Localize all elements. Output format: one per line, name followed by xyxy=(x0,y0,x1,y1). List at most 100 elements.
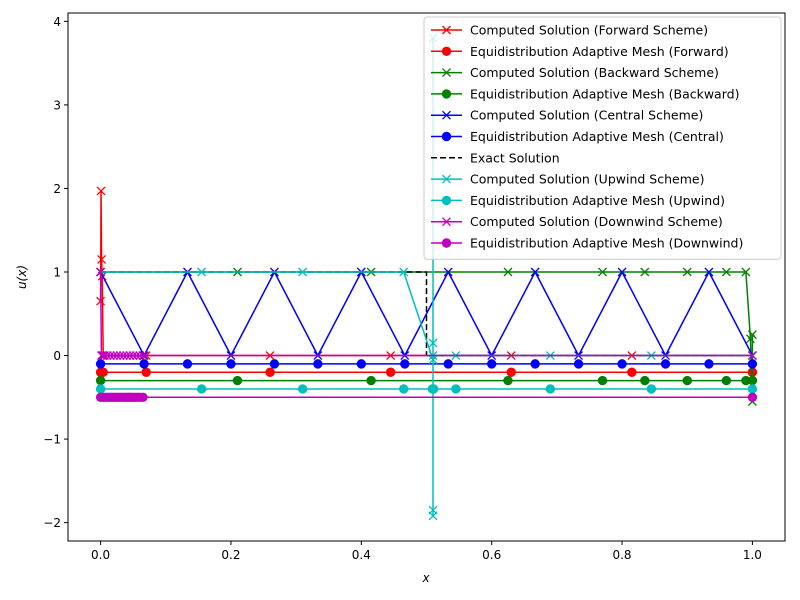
series-equidistribution-adaptive-mesh-downwind xyxy=(95,392,758,403)
data-point xyxy=(598,267,607,277)
data-point xyxy=(486,359,497,369)
data-point xyxy=(640,375,650,386)
data-point xyxy=(682,375,692,386)
legend-entry: Computed Solution (Upwind Scheme) xyxy=(431,172,704,187)
data-point xyxy=(428,355,438,365)
legend-marker xyxy=(441,89,452,99)
data-point xyxy=(297,384,308,394)
data-point xyxy=(232,375,243,386)
data-point xyxy=(617,359,627,369)
y-tick-label: −2 xyxy=(43,516,61,530)
data-point xyxy=(428,338,438,348)
series-line-computed-solution-central-scheme xyxy=(99,271,754,357)
x-tick-label: 0.6 xyxy=(482,548,501,562)
data-point xyxy=(96,186,106,196)
data-point xyxy=(503,375,513,386)
data-point xyxy=(747,351,757,360)
data-point xyxy=(226,359,236,369)
data-point xyxy=(138,351,148,360)
data-point xyxy=(298,267,308,277)
legend-label: Computed Solution (Downwind Scheme) xyxy=(470,214,723,229)
x-tick-label: 0.2 xyxy=(221,548,240,562)
data-point xyxy=(704,267,714,277)
data-point xyxy=(400,359,410,369)
y-tick-label: 0 xyxy=(53,349,61,363)
legend-marker xyxy=(441,46,452,56)
data-point xyxy=(660,359,671,369)
data-point xyxy=(627,367,637,377)
legend-label: Computed Solution (Backward Scheme) xyxy=(470,65,719,80)
data-point xyxy=(139,359,149,369)
data-point xyxy=(112,351,122,360)
legend-marker xyxy=(442,25,451,35)
legend-entry: Equidistribution Adaptive Mesh (Central) xyxy=(431,129,724,144)
legend: Computed Solution (Forward Scheme) Equidi… xyxy=(423,16,782,260)
y-tick-label: 1 xyxy=(53,265,61,279)
data-point xyxy=(597,375,608,386)
legend-marker xyxy=(442,68,451,78)
y-tick-label: 3 xyxy=(53,98,61,112)
data-point xyxy=(109,351,119,360)
legend-label: Equidistribution Adaptive Mesh (Upwind) xyxy=(470,193,725,208)
data-point xyxy=(747,375,758,386)
legend-marker xyxy=(442,217,451,227)
series-equidistribution-adaptive-mesh-forward xyxy=(95,367,758,377)
data-point xyxy=(122,351,132,360)
data-point xyxy=(747,392,758,403)
data-point xyxy=(95,384,106,394)
y-axis-label: u(x) xyxy=(15,265,29,289)
data-point xyxy=(118,351,128,360)
series-equidistribution-adaptive-mesh-backward xyxy=(95,375,758,386)
data-point xyxy=(96,267,106,277)
legend-marker xyxy=(441,238,452,248)
data-point xyxy=(451,384,461,394)
data-point xyxy=(747,330,757,340)
data-point xyxy=(503,267,513,277)
legend-label: Equidistribution Adaptive Mesh (Forward) xyxy=(470,44,729,59)
x-tick-label: 0.0 xyxy=(91,548,110,562)
data-point xyxy=(617,267,627,277)
legend-label: Computed Solution (Upwind Scheme) xyxy=(470,172,704,187)
legend-marker xyxy=(442,110,451,120)
data-point xyxy=(506,367,516,377)
data-point xyxy=(682,267,692,277)
legend-entry: Equidistribution Adaptive Mesh (Upwind) xyxy=(431,193,725,208)
legend-label: Computed Solution (Forward Scheme) xyxy=(470,23,708,38)
legend-entry: Equidistribution Adaptive Mesh (Forward) xyxy=(431,44,729,59)
y-axis: −2 −1 0 1 2 3 4 xyxy=(43,15,68,530)
plot-frame xyxy=(67,12,786,542)
legend-label: Equidistribution Adaptive Mesh (Downwind… xyxy=(470,236,743,251)
data-point xyxy=(646,384,657,394)
data-point xyxy=(115,351,125,360)
series-equidistribution-adaptive-mesh-upwind xyxy=(95,384,758,394)
data-point xyxy=(182,359,193,369)
data-point xyxy=(443,359,453,369)
data-point xyxy=(135,351,145,360)
data-point xyxy=(265,367,275,377)
data-point xyxy=(95,359,106,369)
data-point xyxy=(138,392,148,403)
x-tick-label: 0.4 xyxy=(352,548,371,562)
series-equidistribution-adaptive-mesh-central xyxy=(95,359,758,369)
data-point xyxy=(428,511,438,521)
data-point xyxy=(313,359,323,369)
data-point xyxy=(269,359,280,369)
legend-entry: Computed Solution (Downwind Scheme) xyxy=(431,214,723,229)
x-axis-label: x xyxy=(421,571,430,585)
data-point xyxy=(197,267,207,277)
data-point xyxy=(385,367,396,377)
legend-label: Equidistribution Adaptive Mesh (Backward… xyxy=(470,86,739,101)
x-axis: 0.0 0.2 0.4 0.6 0.8 1.0 xyxy=(91,541,762,562)
data-point xyxy=(95,375,106,386)
data-point xyxy=(721,375,732,386)
data-point xyxy=(747,359,758,369)
data-point xyxy=(640,267,650,277)
data-point xyxy=(356,359,367,369)
data-point xyxy=(721,267,731,277)
data-point xyxy=(196,384,207,394)
data-point xyxy=(125,351,135,360)
data-point xyxy=(443,267,453,277)
data-point xyxy=(98,367,108,377)
y-tick-label: 2 xyxy=(53,182,61,196)
